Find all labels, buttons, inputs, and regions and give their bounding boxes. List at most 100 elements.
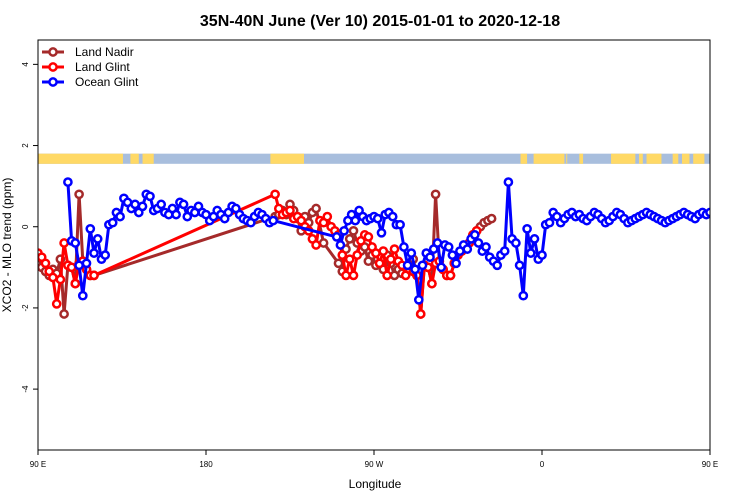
data-point xyxy=(268,215,279,226)
strip-land-segment xyxy=(672,153,679,164)
y-tick-label: 4 xyxy=(21,62,30,67)
legend-swatch-marker xyxy=(48,47,58,57)
data-point xyxy=(363,232,374,242)
land-ocean-strip xyxy=(38,153,710,164)
data-point xyxy=(178,199,189,210)
data-point xyxy=(705,207,710,218)
data-point xyxy=(337,250,348,260)
data-point xyxy=(430,189,441,200)
data-point xyxy=(352,250,363,260)
x-axis-ticks: 90 E 180 90 W 0 90 E xyxy=(30,450,718,469)
x-axis-label: Longitude xyxy=(349,477,402,491)
data-point xyxy=(425,252,435,263)
data-point xyxy=(486,213,497,224)
data-point xyxy=(100,250,111,260)
legend-swatch-marker xyxy=(48,62,58,72)
x-tick-label: 180 xyxy=(199,460,213,469)
data-point xyxy=(92,234,103,244)
data-point xyxy=(331,232,342,242)
data-point xyxy=(74,260,84,271)
data-point xyxy=(492,260,503,271)
data-point xyxy=(145,191,155,202)
x-tick-label: 90 E xyxy=(30,460,46,469)
data-point xyxy=(499,246,510,256)
data-point xyxy=(333,258,344,269)
y-tick-label: 0 xyxy=(21,224,30,229)
data-point xyxy=(335,240,346,250)
data-point xyxy=(473,238,484,248)
data-point xyxy=(63,177,73,187)
legend-item: Land Nadir xyxy=(42,45,134,59)
data-point xyxy=(514,260,525,271)
data-point xyxy=(89,270,99,281)
data-point xyxy=(107,217,118,228)
data-point xyxy=(48,272,58,283)
data-point xyxy=(40,258,51,269)
data-point xyxy=(537,250,547,260)
data-point xyxy=(525,248,536,258)
strip-land-segment xyxy=(682,153,690,164)
legend-label: Land Nadir xyxy=(75,45,134,59)
data-point xyxy=(341,270,351,281)
data-point xyxy=(66,262,77,273)
strip-land-segment xyxy=(566,153,568,164)
data-point xyxy=(544,217,555,228)
series-ocean-glint xyxy=(63,177,710,305)
x-tick-label: 90 W xyxy=(365,460,384,469)
data-point xyxy=(503,177,514,187)
data-point xyxy=(389,244,400,254)
data-point xyxy=(348,225,359,236)
data-point xyxy=(311,203,321,214)
data-point xyxy=(387,211,398,222)
data-point xyxy=(395,219,405,230)
data-point xyxy=(462,244,473,254)
data-point xyxy=(311,240,321,250)
strip-land-segment xyxy=(520,153,528,164)
data-point xyxy=(443,242,454,252)
data-point xyxy=(410,264,420,275)
y-tick-label: 2 xyxy=(21,143,30,148)
data-point xyxy=(171,209,181,220)
x-tick-label: 90 E xyxy=(702,460,718,469)
data-point xyxy=(376,227,387,238)
data-point xyxy=(522,223,532,234)
data-point xyxy=(70,278,81,289)
data-point xyxy=(137,201,148,212)
data-point xyxy=(415,309,426,319)
data-point xyxy=(481,242,491,252)
data-point xyxy=(417,260,428,271)
data-point xyxy=(74,189,84,200)
data-point xyxy=(432,238,443,248)
data-point xyxy=(371,248,381,258)
y-tick-label: -2 xyxy=(21,304,30,312)
data-point xyxy=(399,242,409,252)
data-point xyxy=(59,309,69,319)
strip-land-segment xyxy=(130,153,139,164)
data-point xyxy=(130,199,140,210)
data-point xyxy=(451,258,461,269)
strip-land-segment xyxy=(579,153,584,164)
data-point xyxy=(406,248,417,258)
data-point xyxy=(402,260,413,271)
data-point xyxy=(374,258,385,269)
series-layer xyxy=(38,177,710,319)
data-point xyxy=(115,211,125,222)
data-point xyxy=(445,270,456,281)
y-axis-label: XCO2 - MLO trend (ppm) xyxy=(0,178,14,313)
series-line xyxy=(66,180,710,302)
data-point xyxy=(81,258,92,269)
data-point xyxy=(378,246,389,256)
data-point xyxy=(344,254,355,265)
data-point xyxy=(322,211,333,222)
data-point xyxy=(413,294,424,305)
data-point xyxy=(518,290,529,301)
legend-item: Ocean Glint xyxy=(42,75,139,89)
data-point xyxy=(285,205,295,216)
data-point xyxy=(318,238,329,248)
legend-swatch-marker xyxy=(48,77,58,87)
strip-land-segment xyxy=(533,153,565,164)
x-tick-label: 0 xyxy=(540,460,545,469)
strip-ocean-band xyxy=(38,153,710,164)
data-point xyxy=(427,278,437,289)
data-point xyxy=(85,223,96,234)
